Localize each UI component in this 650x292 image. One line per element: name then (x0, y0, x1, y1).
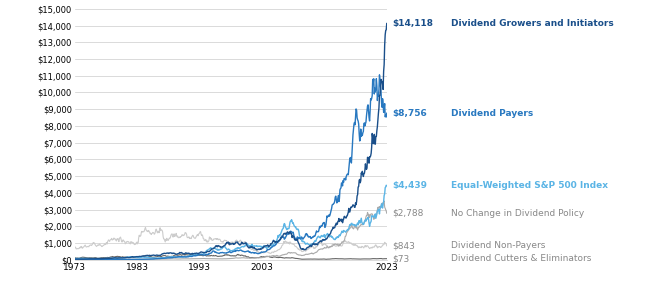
Text: Dividend Growers and Initiators: Dividend Growers and Initiators (450, 19, 614, 28)
Text: $14,118: $14,118 (393, 19, 434, 28)
Text: No Change in Dividend Policy: No Change in Dividend Policy (450, 209, 584, 218)
Text: Dividend Non-Payers: Dividend Non-Payers (450, 241, 545, 250)
Text: $4,439: $4,439 (393, 181, 427, 190)
Text: $843: $843 (393, 241, 415, 250)
Text: Dividend Cutters & Eliminators: Dividend Cutters & Eliminators (450, 254, 591, 263)
Text: $73: $73 (393, 254, 410, 263)
Text: Dividend Payers: Dividend Payers (450, 109, 533, 118)
Text: $8,756: $8,756 (393, 109, 427, 118)
Text: Equal-Weighted S&P 500 Index: Equal-Weighted S&P 500 Index (450, 181, 608, 190)
Text: $2,788: $2,788 (393, 209, 424, 218)
